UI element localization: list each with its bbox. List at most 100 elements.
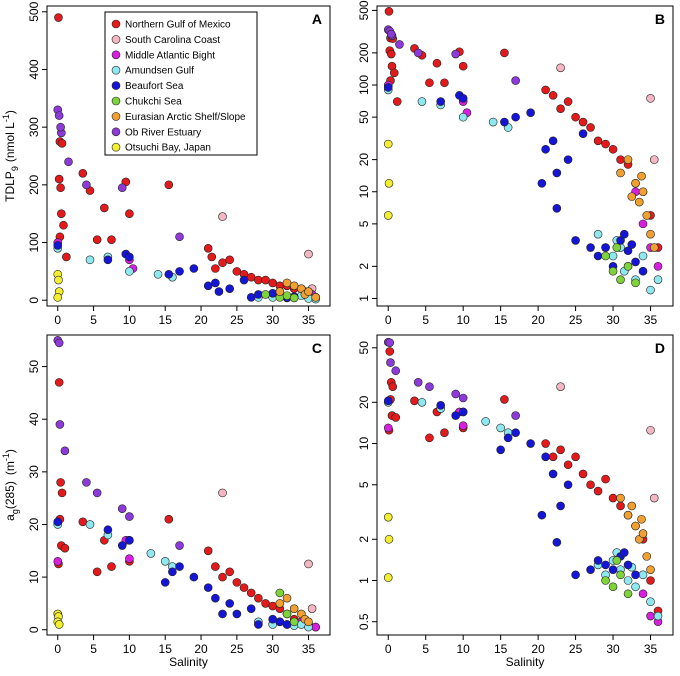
- legend-marker: [111, 19, 121, 29]
- data-point: [631, 521, 640, 531]
- y-tick-label: 5: [357, 481, 371, 488]
- y-tick-label: 2: [357, 536, 371, 543]
- panel-letter: D: [655, 340, 665, 356]
- data-point: [92, 488, 102, 498]
- data-point: [175, 541, 184, 550]
- data-point: [642, 211, 652, 220]
- data-point: [282, 593, 292, 603]
- data-point: [125, 554, 134, 563]
- data-point: [218, 488, 227, 498]
- data-point: [458, 421, 468, 430]
- data-point: [56, 183, 65, 193]
- data-point: [627, 240, 637, 249]
- data-point: [425, 382, 434, 391]
- panel-letter: B: [655, 11, 665, 27]
- data-point: [225, 255, 234, 265]
- y-tick-label: 10: [357, 185, 371, 199]
- data-point: [503, 433, 513, 443]
- data-point: [232, 267, 242, 276]
- data-point: [413, 377, 423, 387]
- data-point: [395, 40, 404, 49]
- data-point: [413, 48, 423, 58]
- x-tick-label: 25: [230, 642, 244, 656]
- data-point: [638, 187, 648, 197]
- data-point: [203, 281, 213, 291]
- data-point: [175, 267, 184, 276]
- x-tick-label: 35: [302, 642, 316, 656]
- y-tick-label: 100: [27, 232, 41, 252]
- data-point: [500, 395, 509, 404]
- data-point: [548, 469, 558, 479]
- y-tick-label: 300: [27, 117, 41, 137]
- data-point: [211, 264, 220, 273]
- data-point: [384, 534, 394, 544]
- data-point: [57, 139, 67, 148]
- data-point: [571, 452, 580, 462]
- data-point: [623, 246, 633, 256]
- data-point: [440, 428, 449, 437]
- y-tick-label: 500: [357, 0, 371, 20]
- panel-frame: [46, 5, 331, 307]
- data-point: [541, 439, 550, 448]
- data-point: [616, 493, 625, 503]
- data-point: [436, 97, 445, 106]
- legend-label: Middle Atlantic Bight: [125, 50, 215, 61]
- data-point: [608, 493, 618, 503]
- x-tick-label: 15: [494, 642, 508, 656]
- data-point: [653, 262, 663, 271]
- data-point: [537, 178, 547, 188]
- data-point: [649, 243, 659, 252]
- data-point: [57, 488, 67, 498]
- data-point: [511, 76, 520, 85]
- data-point: [623, 560, 633, 570]
- data-point: [311, 293, 320, 302]
- data-point: [578, 117, 588, 127]
- data-point: [586, 565, 595, 574]
- data-point: [383, 83, 393, 92]
- data-point: [82, 180, 91, 190]
- x-tick-label: 35: [644, 642, 658, 656]
- y-tick-label: 400: [27, 59, 41, 79]
- data-point: [642, 552, 652, 561]
- data-point: [275, 287, 285, 296]
- panel-letter: C: [312, 340, 322, 356]
- data-point: [496, 445, 505, 455]
- data-point: [175, 232, 184, 242]
- legend-label: Otsuchi Bay, Japan: [125, 143, 211, 154]
- data-point: [103, 255, 113, 265]
- data-point: [275, 588, 285, 598]
- data-point: [612, 243, 622, 252]
- data-point: [64, 157, 73, 167]
- data-point: [232, 578, 242, 587]
- data-point: [552, 203, 562, 213]
- x-axis-label: Salinity: [169, 655, 208, 669]
- panel-A: 0 5 10 15 20 25 30 35 0 100 200 300 400 500 A: [27, 1, 331, 327]
- data-point: [92, 235, 102, 244]
- data-point: [56, 122, 65, 132]
- data-point: [164, 180, 174, 190]
- data-point: [383, 512, 393, 522]
- x-tick-label: 20: [194, 642, 208, 656]
- data-point: [458, 393, 468, 403]
- data-point: [586, 123, 595, 132]
- data-point: [254, 290, 263, 299]
- data-point: [593, 136, 603, 146]
- x-tick-label: 5: [90, 313, 97, 327]
- data-point: [649, 493, 659, 503]
- data-point: [386, 358, 395, 367]
- data-point: [117, 541, 127, 550]
- data-point: [646, 285, 655, 295]
- data-point: [78, 169, 88, 178]
- data-point: [232, 609, 242, 619]
- data-point: [261, 290, 270, 299]
- data-point: [125, 535, 134, 545]
- data-point: [593, 229, 603, 239]
- data-point: [638, 251, 648, 261]
- data-point: [451, 49, 460, 59]
- x-tick-label: 10: [456, 642, 470, 656]
- legend-marker: [111, 127, 121, 137]
- data-point: [458, 112, 468, 122]
- data-point: [268, 289, 277, 298]
- data-point: [593, 556, 603, 565]
